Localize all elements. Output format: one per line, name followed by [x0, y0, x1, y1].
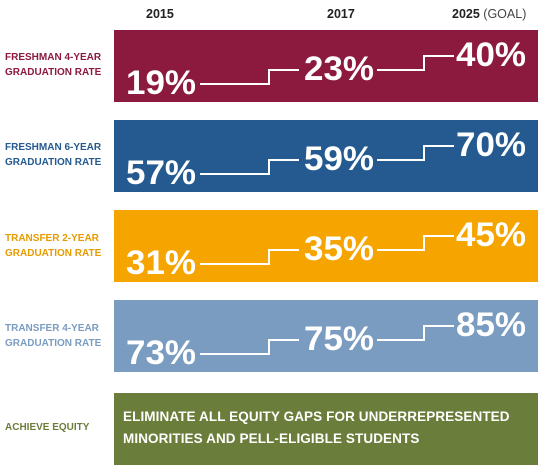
- achieve-equity-label: ACHIEVE EQUITY: [5, 422, 90, 433]
- freshman-6-year-label-line-2: GRADUATION RATE: [5, 157, 102, 168]
- transfer-4-year-label-line-2: GRADUATION RATE: [5, 338, 102, 349]
- transfer-2-year-label: TRANSFER 2-YEAR GRADUATION RATE: [5, 231, 113, 261]
- freshman-6-year-progress-graphic: 57% 59% 70%: [126, 126, 526, 192]
- achieve-equity-text-line-2: MINORITIES AND PELL-ELIGIBLE STUDENTS: [123, 431, 420, 446]
- transfer-4-year-value-2017: 75%: [304, 320, 374, 358]
- transfer-2-year-label-line-2: GRADUATION RATE: [5, 248, 102, 259]
- transfer-2-year-step-connector: [200, 235, 454, 265]
- transfer-2-year-progress-graphic: 31% 35% 45%: [126, 216, 526, 282]
- transfer-4-year-label: TRANSFER 4-YEAR GRADUATION RATE: [5, 321, 113, 351]
- transfer-4-year-band: 73% 75% 85%: [114, 300, 538, 372]
- transfer-4-year-label-line-1: TRANSFER 4-YEAR: [5, 323, 99, 334]
- transfer-4-year-value-2025-goal: 85%: [456, 306, 526, 344]
- column-header-2025-year: 2025: [452, 7, 480, 21]
- freshman-6-year-value-2025-goal: 70%: [456, 126, 526, 164]
- freshman-4-year-label: FRESHMAN 4-YEAR GRADUATION RATE: [5, 50, 113, 80]
- freshman-4-year-band: 19% 23% 40%: [114, 30, 538, 102]
- freshman-4-year-value-2015: 19%: [126, 64, 196, 102]
- freshman-6-year-value-2015: 57%: [126, 154, 196, 192]
- transfer-4-year-value-2015: 73%: [126, 334, 196, 372]
- freshman-4-year-value-2025-goal: 40%: [456, 36, 526, 74]
- transfer-2-year-value-2025-goal: 45%: [456, 216, 526, 254]
- transfer-2-year-value-2015: 31%: [126, 244, 196, 282]
- column-header-2025: 2025 (GOAL): [452, 7, 526, 21]
- achieve-equity-box: ELIMINATE ALL EQUITY GAPS FOR UNDERREPRE…: [114, 393, 538, 465]
- transfer-2-year-value-2017: 35%: [304, 230, 374, 268]
- freshman-6-year-step-connector: [200, 145, 454, 175]
- freshman-6-year-band: 57% 59% 70%: [114, 120, 538, 192]
- freshman-4-year-progress-graphic: 19% 23% 40%: [126, 36, 526, 102]
- freshman-6-year-label-line-1: FRESHMAN 6-YEAR: [5, 142, 102, 153]
- achieve-equity-text-line-1: ELIMINATE ALL EQUITY GAPS FOR UNDERREPRE…: [123, 409, 510, 424]
- column-header-2017: 2017: [327, 7, 355, 21]
- transfer-4-year-progress-graphic: 73% 75% 85%: [126, 306, 526, 372]
- freshman-4-year-label-line-2: GRADUATION RATE: [5, 67, 102, 78]
- freshman-4-year-label-line-1: FRESHMAN 4-YEAR: [5, 52, 102, 63]
- freshman-6-year-value-2017: 59%: [304, 140, 374, 178]
- column-header-goal-note: (GOAL): [483, 7, 527, 21]
- column-header-2015: 2015: [146, 7, 174, 21]
- freshman-4-year-value-2017: 23%: [304, 50, 374, 88]
- transfer-2-year-band: 31% 35% 45%: [114, 210, 538, 282]
- transfer-2-year-label-line-1: TRANSFER 2-YEAR: [5, 233, 99, 244]
- transfer-4-year-step-connector: [200, 325, 454, 355]
- freshman-6-year-label: FRESHMAN 6-YEAR GRADUATION RATE: [5, 140, 113, 170]
- freshman-4-year-step-connector: [200, 55, 454, 85]
